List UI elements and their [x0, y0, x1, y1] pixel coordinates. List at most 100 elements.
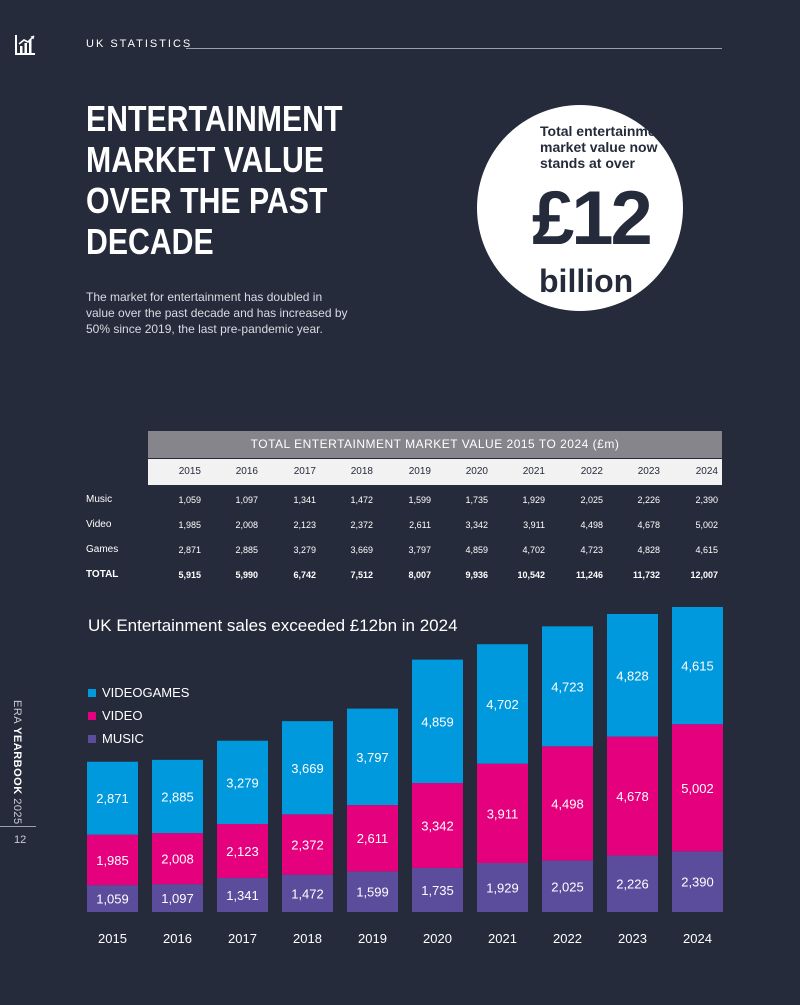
- page-title: ENTERTAINMENT MARKET VALUE OVER THE PAST…: [86, 98, 342, 262]
- table-year-header: 2016: [235, 466, 258, 477]
- table-cell: 10,542: [517, 570, 545, 580]
- data-label: 5,002: [681, 781, 714, 796]
- table-cell: 1,929: [522, 495, 545, 505]
- data-label: 4,702: [486, 697, 519, 712]
- x-tick-label: 2015: [98, 931, 127, 946]
- bar-videogames-2017: [217, 740, 268, 825]
- x-tick-label: 2021: [488, 931, 517, 946]
- bar-video-2017: [217, 824, 268, 878]
- bar-music-2016: [152, 884, 203, 912]
- bar-music-2023: [607, 855, 658, 912]
- data-label: 2,226: [616, 877, 649, 892]
- bar-chart-icon: [15, 35, 35, 55]
- page-title-line: OVER THE PAST: [86, 180, 328, 221]
- data-label: 2,611: [357, 831, 389, 846]
- data-label: 4,828: [616, 668, 649, 683]
- publication-label: ERA YEARBOOK 2025: [11, 700, 23, 825]
- bar-video-2022: [542, 746, 593, 861]
- data-label: 1,735: [421, 883, 454, 898]
- table-cell: 3,911: [523, 520, 545, 530]
- table-cell: 3,669: [350, 545, 373, 555]
- bar-music-2024: [672, 851, 723, 912]
- table-cell: 4,702: [522, 545, 545, 555]
- bar-music-2020: [412, 867, 463, 912]
- data-label: 1,599: [356, 885, 389, 900]
- legend-item-video: VIDEO: [88, 704, 189, 727]
- data-label: 4,678: [616, 789, 649, 804]
- bar-videogames-2023: [607, 613, 658, 737]
- callout-amount: £12: [532, 176, 653, 261]
- table-cell: 9,936: [465, 570, 488, 580]
- data-label: 2,372: [291, 837, 324, 852]
- table-cell: 3,797: [408, 545, 431, 555]
- data-label: 3,911: [487, 806, 519, 821]
- table-cell: 4,615: [695, 545, 718, 555]
- table-cell: 4,498: [580, 520, 603, 530]
- data-label: 1,341: [226, 888, 259, 903]
- callout-circle: Total entertainment market value now sta…: [477, 105, 683, 311]
- table-cell: 2,123: [293, 520, 316, 530]
- page-title-line: DECADE: [86, 221, 214, 262]
- table-cell: 12,007: [690, 570, 718, 580]
- table-cell: 5,002: [695, 520, 718, 530]
- bar-music-2022: [542, 860, 593, 912]
- bar-videogames-2015: [87, 761, 138, 835]
- legend-swatch-videogames: [88, 688, 96, 697]
- data-label: 4,615: [681, 659, 714, 674]
- table-cell: 1,097: [235, 495, 258, 505]
- table-cell: 2,390: [695, 495, 718, 505]
- table-year-header: 2023: [637, 466, 660, 477]
- bar-video-2016: [152, 833, 203, 885]
- bar-videogames-2021: [477, 644, 528, 764]
- legend-swatch-video: [88, 711, 96, 720]
- bar-videogames-2022: [542, 626, 593, 747]
- table-cell: 1,059: [178, 495, 201, 505]
- data-label: 2,871: [96, 791, 129, 806]
- data-label: 3,279: [226, 775, 259, 790]
- table-cell: 2,025: [580, 495, 603, 505]
- table-row-label: Music: [86, 494, 113, 505]
- x-tick-label: 2024: [683, 931, 712, 946]
- x-tick-label: 2018: [293, 931, 322, 946]
- table-cell: 5,990: [235, 570, 258, 580]
- publication-bold: YEARBOOK: [11, 727, 23, 795]
- bar-videogames-2020: [412, 659, 463, 784]
- legend-item-videogames: VIDEOGAMES: [88, 681, 189, 704]
- bar-video-2018: [282, 814, 333, 875]
- bar-music-2015: [87, 885, 138, 912]
- chart-title: UK Entertainment sales exceeded £12bn in…: [88, 616, 458, 635]
- legend-label: MUSIC: [102, 731, 144, 746]
- table-year-header: 2021: [522, 466, 545, 477]
- table-cell: 1,472: [350, 495, 373, 505]
- table-cell: 1,985: [178, 520, 201, 530]
- table-cell: 3,279: [293, 545, 316, 555]
- table-year-header: 2020: [465, 466, 488, 477]
- page-divider: [0, 826, 36, 827]
- data-label: 1,472: [291, 886, 324, 901]
- page-title-line: MARKET VALUE: [86, 139, 324, 180]
- table-cell: 4,678: [637, 520, 660, 530]
- data-label: 3,342: [421, 818, 454, 833]
- bar-video-2021: [477, 763, 528, 863]
- table-cell: 3,342: [465, 520, 488, 530]
- data-label: 2,008: [161, 852, 194, 867]
- data-label: 3,669: [291, 761, 324, 776]
- table-cell: 8,007: [408, 570, 431, 580]
- data-label: 1,097: [161, 891, 194, 906]
- bar-music-2021: [477, 862, 528, 912]
- table-cell: 7,512: [350, 570, 373, 580]
- legend-label: VIDEOGAMES: [102, 685, 190, 700]
- x-tick-label: 2016: [163, 931, 192, 946]
- table-cell: 6,742: [293, 570, 316, 580]
- data-label: 2,123: [226, 844, 259, 859]
- data-label: 2,885: [161, 789, 194, 804]
- section-label: UK STATISTICS: [86, 38, 193, 50]
- table-cell: 2,226: [637, 495, 660, 505]
- bar-video-2020: [412, 783, 463, 868]
- publication-prefix: ERA: [11, 700, 23, 728]
- table-cell: 5,915: [178, 570, 201, 580]
- chart-legend: VIDEOGAMES VIDEO MUSIC: [88, 681, 189, 750]
- bar-videogames-2024: [672, 607, 723, 725]
- publication-suffix: 2025: [11, 794, 23, 825]
- x-tick-label: 2017: [228, 931, 257, 946]
